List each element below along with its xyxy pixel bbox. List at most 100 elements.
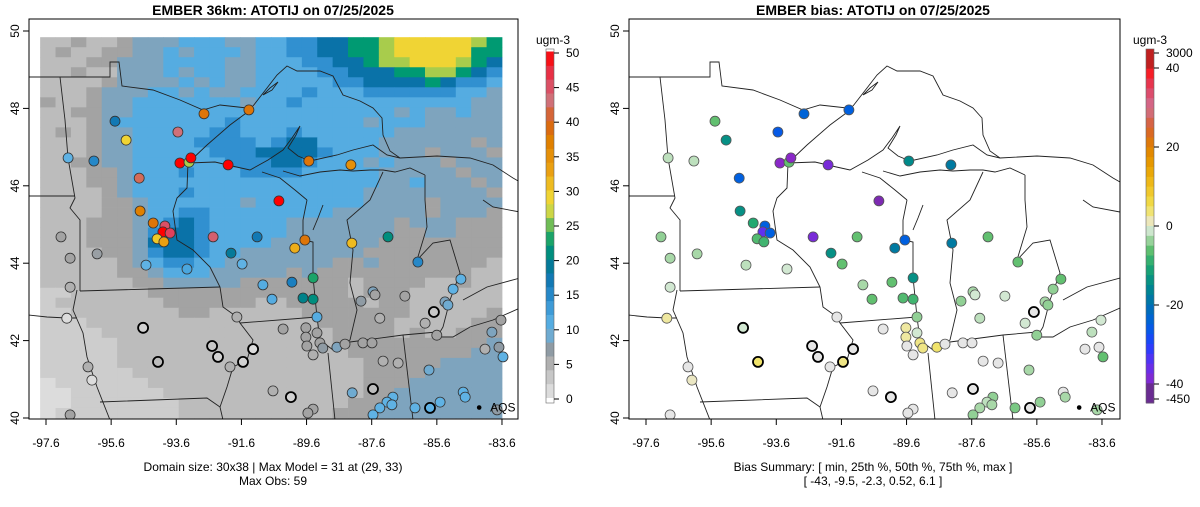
station-marker <box>946 237 958 249</box>
grid-cell <box>147 247 164 259</box>
grid-cell <box>301 217 318 228</box>
grid-cell <box>178 167 195 178</box>
grid-cell <box>40 267 56 279</box>
station-marker <box>901 340 913 352</box>
grid-cell <box>440 67 457 78</box>
grid-cell <box>55 87 72 98</box>
grid-cell <box>440 387 457 399</box>
grid-cell <box>240 77 257 88</box>
grid-cell <box>378 57 395 68</box>
colorbar-segment <box>1146 383 1154 394</box>
grid-cell <box>378 187 395 198</box>
grid-cell <box>163 147 180 158</box>
grid-cell <box>286 77 303 88</box>
colorbar-segment <box>1146 373 1154 384</box>
y-tick-label: 46 <box>608 179 622 193</box>
grid-cell <box>332 57 349 68</box>
grid-cell <box>194 147 210 158</box>
grid-cell <box>363 47 380 58</box>
grid-cell <box>486 197 503 208</box>
grid-cell <box>240 397 257 409</box>
grid-cell <box>224 257 241 269</box>
grid-cell <box>147 177 164 188</box>
grid-cell <box>178 217 195 228</box>
grid-cell <box>471 247 487 259</box>
grid-cell <box>209 267 226 279</box>
station-marker <box>86 374 98 386</box>
grid-cell <box>455 157 472 168</box>
grid-cell <box>224 407 241 419</box>
station-marker <box>339 338 351 350</box>
grid-cell <box>240 227 257 239</box>
grid-cell <box>101 277 118 289</box>
grid-cell <box>394 157 411 168</box>
grid-cell <box>301 267 318 279</box>
grid-cell <box>117 37 133 48</box>
grid-cell <box>486 107 503 118</box>
grid-cell <box>286 377 303 389</box>
boundary-line <box>999 155 1120 183</box>
colorbar-tick-label: 15 <box>566 288 580 302</box>
grid-cell <box>86 127 103 138</box>
grid-cell <box>486 397 503 409</box>
grid-cell <box>348 317 364 329</box>
grid-cell <box>163 407 180 419</box>
grid-cell <box>409 177 426 188</box>
grid-cell <box>101 237 118 249</box>
grid-cell <box>101 267 118 279</box>
grid-cell <box>255 377 272 389</box>
grid-cell <box>425 37 441 48</box>
station-marker <box>1091 404 1103 416</box>
grid-cell <box>55 157 72 168</box>
station-marker <box>434 396 446 408</box>
grid-cell <box>363 327 380 339</box>
grid-cell <box>409 297 426 309</box>
grid-cell <box>40 227 56 239</box>
grid-cell <box>70 67 87 78</box>
grid-cell <box>209 57 226 68</box>
grid-cell <box>70 367 87 379</box>
grid-cell <box>317 357 334 369</box>
grid-cell <box>40 87 56 98</box>
grid-cell <box>40 357 56 369</box>
grid-cell <box>117 57 133 68</box>
station-marker <box>1079 343 1091 355</box>
grid-cell <box>363 137 380 148</box>
boundary-line <box>699 397 821 408</box>
grid-cell <box>255 387 272 399</box>
grid-cell <box>86 277 103 289</box>
grid-cell <box>101 297 118 309</box>
grid-cell <box>394 397 411 409</box>
grid-cell <box>394 67 411 78</box>
station-marker <box>967 409 979 419</box>
grid-cell <box>271 397 287 409</box>
station-marker <box>493 341 505 353</box>
grid-cell <box>455 217 472 228</box>
boundary-line <box>252 65 401 159</box>
colorbar-segment <box>1146 58 1154 70</box>
grid-cell <box>240 127 257 138</box>
aqs-legend-dot <box>1076 405 1082 410</box>
grid-cell <box>301 77 318 88</box>
grid-cell <box>409 117 426 128</box>
grid-cell <box>378 347 395 359</box>
grid-cell <box>455 117 472 128</box>
boundary-line <box>187 107 254 164</box>
grid-cell <box>132 217 149 228</box>
colorbar-segment <box>1146 206 1154 217</box>
grid-cell <box>224 377 241 389</box>
station-marker <box>662 152 674 164</box>
grid-cell <box>363 127 380 138</box>
grid-cell <box>132 47 149 58</box>
grid-cell <box>286 217 303 228</box>
boundary-line <box>29 61 254 111</box>
grid-cell <box>394 237 411 249</box>
grid-cell <box>409 87 426 98</box>
colorbar-segment <box>546 217 554 232</box>
grid-cell <box>271 67 287 78</box>
grid-cell <box>471 137 487 148</box>
station-marker <box>974 402 986 414</box>
grid-cell <box>348 67 364 78</box>
grid-cell <box>40 397 56 409</box>
station-marker <box>251 231 263 243</box>
